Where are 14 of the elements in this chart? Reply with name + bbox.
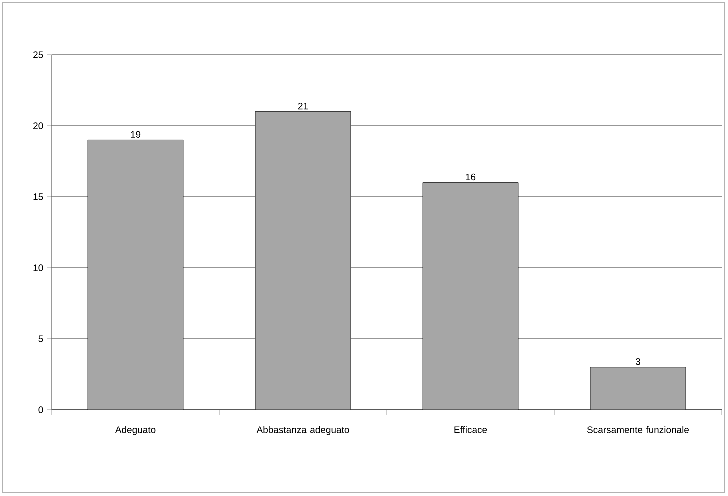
y-tick-label: 0 bbox=[38, 406, 44, 414]
data-label: 21 bbox=[298, 102, 308, 110]
data-label: 16 bbox=[466, 174, 476, 181]
data-label: 19 bbox=[131, 131, 141, 138]
y-tick-label: 20 bbox=[34, 122, 44, 130]
x-tick-label: Efficace bbox=[454, 426, 488, 434]
data-label: 3 bbox=[636, 358, 640, 366]
y-tick-label: 15 bbox=[34, 194, 44, 200]
x-tick-label: Scarsamente funzionale bbox=[587, 426, 690, 434]
y-tick-label: 25 bbox=[34, 52, 44, 58]
x-tick-label: Adeguato bbox=[115, 426, 156, 436]
x-tick-label: Abbastanza adeguato bbox=[256, 426, 350, 436]
y-tick-label: 10 bbox=[34, 264, 44, 272]
y-tick-label: 5 bbox=[38, 336, 44, 342]
